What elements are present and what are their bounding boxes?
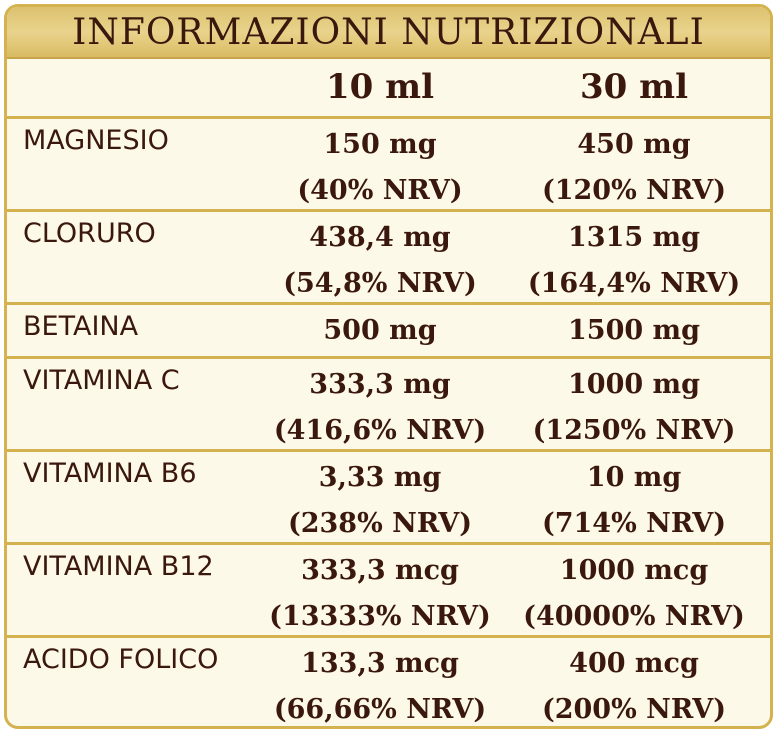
value-10ml: 3,33 mg (238% NRV): [255, 455, 505, 547]
table-row: BETAINA 500 mg 1500 mg: [7, 305, 770, 359]
nrv: (714% NRV): [541, 508, 727, 539]
amount: 450 mg: [577, 129, 691, 160]
column-header-30ml: 30 ml: [579, 67, 689, 107]
amount: 133,3 mcg: [301, 648, 459, 679]
nrv: (1250% NRV): [532, 415, 736, 446]
value-30ml: 1000 mg (1250% NRV): [509, 362, 759, 454]
nutrient-name: BETAINA: [23, 311, 139, 342]
value-10ml: 500 mg: [255, 308, 505, 354]
column-header-10ml: 10 ml: [325, 67, 435, 107]
title-bar: INFORMAZIONI NUTRIZIONALI: [7, 7, 770, 59]
value-30ml: 1500 mg: [509, 308, 759, 354]
nrv: (40000% NRV): [523, 601, 745, 632]
table-row: ACIDO FOLICO 133,3 mcg (66,66% NRV) 400 …: [7, 638, 770, 726]
nrv: (416,6% NRV): [273, 415, 487, 446]
nrv: (54,8% NRV): [283, 268, 477, 299]
table-row: CLORURO 438,4 mg (54,8% NRV) 1315 mg (16…: [7, 212, 770, 305]
value-30ml: 400 mcg (200% NRV): [509, 641, 759, 726]
table-row: MAGNESIO 150 mg (40% NRV) 450 mg (120% N…: [7, 119, 770, 212]
table-row: VITAMINA C 333,3 mg (416,6% NRV) 1000 mg…: [7, 359, 770, 452]
amount: 150 mg: [323, 129, 437, 160]
nutrition-panel: INFORMAZIONI NUTRIZIONALI 10 ml 30 ml MA…: [4, 4, 773, 729]
panel-title: INFORMAZIONI NUTRIZIONALI: [72, 11, 705, 53]
amount: 1000 mcg: [559, 555, 709, 586]
amount: 1000 mg: [568, 369, 700, 400]
value-30ml: 1000 mcg (40000% NRV): [509, 548, 759, 640]
amount: 333,3 mg: [309, 369, 451, 400]
value-10ml: 133,3 mcg (66,66% NRV): [255, 641, 505, 726]
amount: 333,3 mcg: [301, 555, 459, 586]
nutrient-name: CLORURO: [23, 218, 156, 249]
value-10ml: 333,3 mcg (13333% NRV): [255, 548, 505, 640]
column-header-row: 10 ml 30 ml: [7, 59, 770, 119]
nrv: (120% NRV): [541, 175, 727, 206]
table-row: VITAMINA B6 3,33 mg (238% NRV) 10 mg (71…: [7, 452, 770, 545]
nutrient-name: MAGNESIO: [23, 125, 169, 156]
amount: 10 mg: [586, 462, 682, 493]
amount: 1315 mg: [568, 222, 700, 253]
nrv: (40% NRV): [297, 175, 463, 206]
nutrient-name: ACIDO FOLICO: [23, 644, 219, 675]
value-30ml: 450 mg (120% NRV): [509, 122, 759, 214]
amount: 1500 mg: [568, 315, 700, 346]
nrv: (164,4% NRV): [527, 268, 741, 299]
nrv: (13333% NRV): [269, 601, 491, 632]
value-10ml: 333,3 mg (416,6% NRV): [255, 362, 505, 454]
nutrient-name: VITAMINA B12: [23, 551, 214, 582]
value-30ml: 1315 mg (164,4% NRV): [509, 215, 759, 307]
value-10ml: 150 mg (40% NRV): [255, 122, 505, 214]
value-30ml: 10 mg (714% NRV): [509, 455, 759, 547]
amount: 3,33 mg: [318, 462, 442, 493]
nrv: (238% NRV): [287, 508, 473, 539]
amount: 400 mcg: [569, 648, 699, 679]
nutrient-name: VITAMINA C: [23, 365, 180, 396]
nutrient-name: VITAMINA B6: [23, 458, 197, 489]
value-10ml: 438,4 mg (54,8% NRV): [255, 215, 505, 307]
nrv: (200% NRV): [541, 694, 727, 725]
nrv: (66,66% NRV): [273, 694, 487, 725]
amount: 500 mg: [323, 315, 437, 346]
amount: 438,4 mg: [309, 222, 451, 253]
table-row: VITAMINA B12 333,3 mcg (13333% NRV) 1000…: [7, 545, 770, 638]
